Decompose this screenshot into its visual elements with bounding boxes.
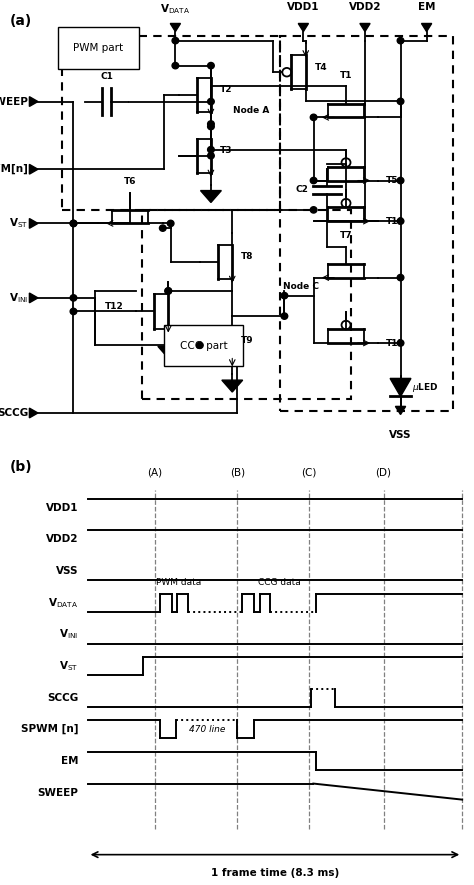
Circle shape bbox=[310, 177, 317, 184]
Text: SCCG: SCCG bbox=[0, 408, 28, 418]
Circle shape bbox=[281, 313, 288, 319]
Circle shape bbox=[397, 98, 404, 104]
Text: VSS: VSS bbox=[389, 430, 412, 441]
Text: (B): (B) bbox=[230, 467, 245, 477]
Text: T9: T9 bbox=[241, 335, 254, 344]
Polygon shape bbox=[201, 190, 221, 203]
Text: C1: C1 bbox=[100, 73, 113, 81]
Circle shape bbox=[172, 63, 179, 69]
Text: V$_{\rm ST}$: V$_{\rm ST}$ bbox=[9, 217, 28, 230]
Polygon shape bbox=[158, 346, 179, 358]
Polygon shape bbox=[29, 293, 38, 303]
Circle shape bbox=[208, 120, 214, 127]
Polygon shape bbox=[29, 219, 38, 228]
Circle shape bbox=[165, 288, 172, 294]
Text: SPWM [n]: SPWM [n] bbox=[21, 724, 78, 735]
Circle shape bbox=[208, 123, 214, 130]
Text: T6: T6 bbox=[124, 177, 137, 186]
Text: T7: T7 bbox=[340, 231, 352, 240]
Circle shape bbox=[165, 288, 172, 294]
Text: SWEEP: SWEEP bbox=[37, 788, 78, 797]
Circle shape bbox=[397, 274, 404, 281]
Text: EM: EM bbox=[418, 3, 435, 12]
Text: SCCG: SCCG bbox=[47, 693, 78, 703]
Text: T8: T8 bbox=[241, 252, 254, 261]
Text: VSS: VSS bbox=[56, 566, 78, 576]
Text: 470 line: 470 line bbox=[189, 725, 225, 735]
Text: $\mu$LED: $\mu$LED bbox=[412, 381, 439, 394]
Polygon shape bbox=[390, 379, 411, 396]
Circle shape bbox=[208, 152, 214, 159]
Circle shape bbox=[208, 98, 214, 104]
Text: VDD1: VDD1 bbox=[46, 503, 78, 512]
Polygon shape bbox=[29, 165, 38, 174]
Text: VDD1: VDD1 bbox=[287, 3, 319, 12]
Text: SPWM[n]: SPWM[n] bbox=[0, 164, 28, 174]
Circle shape bbox=[208, 63, 214, 69]
Circle shape bbox=[397, 218, 404, 224]
Circle shape bbox=[70, 308, 77, 314]
Text: V$_{\rm DATA}$: V$_{\rm DATA}$ bbox=[48, 596, 78, 610]
Polygon shape bbox=[395, 406, 406, 414]
Circle shape bbox=[172, 37, 179, 43]
Text: PWM data: PWM data bbox=[156, 578, 201, 587]
Polygon shape bbox=[222, 381, 243, 392]
Text: V$_{\rm INI}$: V$_{\rm INI}$ bbox=[59, 627, 78, 642]
Text: V$_{\rm ST}$: V$_{\rm ST}$ bbox=[59, 659, 78, 673]
Polygon shape bbox=[29, 96, 38, 106]
Text: V$_{\rm DATA}$: V$_{\rm DATA}$ bbox=[160, 3, 191, 16]
Text: T5: T5 bbox=[386, 176, 398, 185]
Circle shape bbox=[397, 37, 404, 43]
Circle shape bbox=[208, 147, 214, 153]
Text: C2: C2 bbox=[296, 185, 309, 194]
Circle shape bbox=[159, 225, 166, 231]
Text: T3: T3 bbox=[220, 146, 232, 155]
Text: V$_{\rm INI}$: V$_{\rm INI}$ bbox=[9, 291, 28, 304]
Circle shape bbox=[397, 340, 404, 346]
Text: (A): (A) bbox=[147, 467, 163, 477]
Text: CCG part: CCG part bbox=[180, 341, 228, 350]
Circle shape bbox=[70, 295, 77, 301]
Polygon shape bbox=[298, 24, 309, 32]
Text: 1 frame time (8.3 ms): 1 frame time (8.3 ms) bbox=[211, 867, 339, 878]
Text: T10: T10 bbox=[386, 217, 404, 226]
Text: SWEEP: SWEEP bbox=[0, 96, 28, 106]
Circle shape bbox=[70, 220, 77, 227]
Polygon shape bbox=[421, 24, 432, 32]
Circle shape bbox=[310, 114, 317, 120]
Text: VDD2: VDD2 bbox=[349, 3, 381, 12]
Polygon shape bbox=[170, 24, 181, 32]
Circle shape bbox=[397, 177, 404, 184]
Text: T11: T11 bbox=[386, 339, 404, 348]
Text: CCG data: CCG data bbox=[257, 578, 301, 587]
Text: Node A: Node A bbox=[233, 106, 269, 115]
Text: Node C: Node C bbox=[283, 282, 319, 291]
Text: (a): (a) bbox=[9, 13, 32, 27]
Text: (C): (C) bbox=[301, 467, 316, 477]
Text: T12: T12 bbox=[104, 302, 123, 311]
Text: T2: T2 bbox=[220, 85, 232, 94]
Polygon shape bbox=[360, 24, 370, 32]
Text: T4: T4 bbox=[315, 63, 328, 72]
Text: PWM part: PWM part bbox=[73, 42, 124, 53]
Polygon shape bbox=[29, 408, 38, 418]
Circle shape bbox=[197, 342, 203, 349]
Circle shape bbox=[167, 220, 174, 227]
Text: VDD2: VDD2 bbox=[46, 535, 78, 544]
Circle shape bbox=[281, 292, 288, 299]
Text: (b): (b) bbox=[9, 460, 32, 474]
Circle shape bbox=[70, 220, 77, 227]
Circle shape bbox=[310, 207, 317, 213]
Text: EM: EM bbox=[61, 756, 78, 766]
Text: T1: T1 bbox=[340, 71, 352, 80]
Text: (D): (D) bbox=[375, 467, 392, 477]
